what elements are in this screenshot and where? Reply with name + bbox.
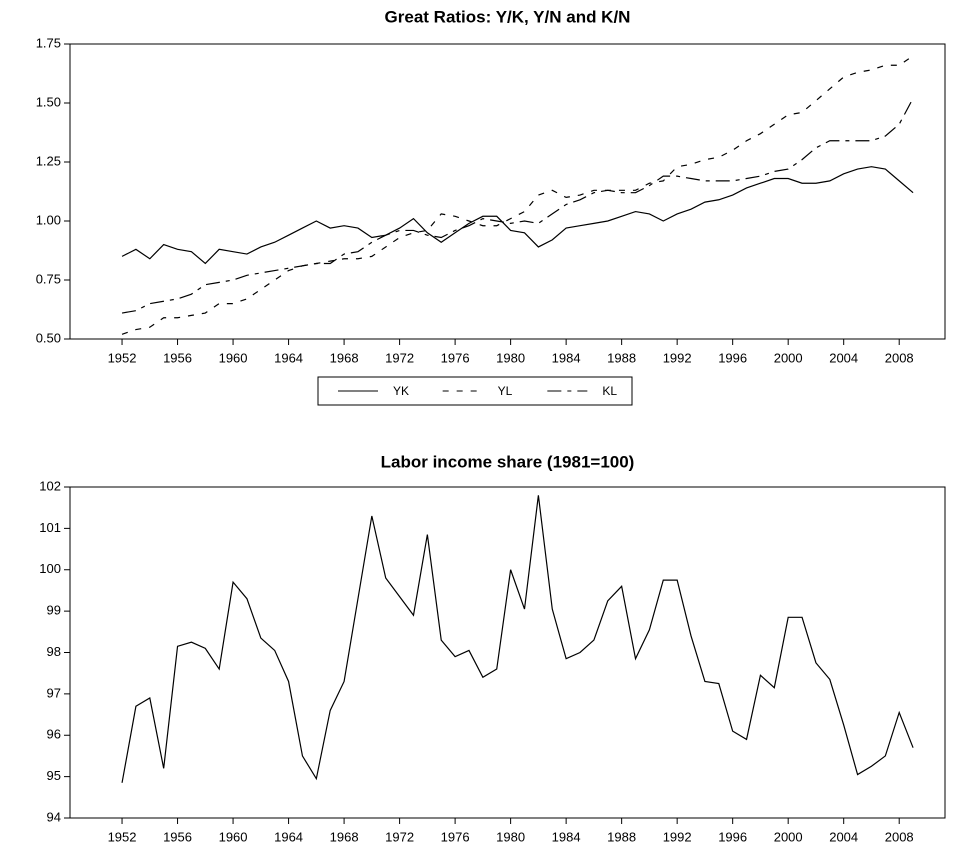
x-tick-label: 1972	[385, 350, 414, 365]
y-tick-label: 95	[47, 768, 61, 783]
x-tick-label: 1996	[718, 829, 747, 844]
y-tick-label: 94	[47, 809, 61, 824]
y-tick-label: 0.75	[36, 271, 61, 286]
chart-title: Great Ratios: Y/K, Y/N and K/N	[385, 7, 631, 26]
x-tick-label: 1980	[496, 829, 525, 844]
x-tick-label: 1980	[496, 350, 525, 365]
y-tick-label: 101	[39, 520, 61, 535]
y-tick-label: 1.00	[36, 212, 61, 227]
x-tick-label: 2000	[774, 829, 803, 844]
x-tick-label: 1960	[219, 829, 248, 844]
x-tick-label: 1976	[441, 350, 470, 365]
y-tick-label: 102	[39, 478, 61, 493]
x-tick-label: 2004	[829, 350, 858, 365]
x-tick-label: 1956	[163, 350, 192, 365]
x-tick-label: 2008	[885, 350, 914, 365]
x-tick-label: 1956	[163, 829, 192, 844]
y-tick-label: 1.25	[36, 153, 61, 168]
x-tick-label: 1960	[219, 350, 248, 365]
x-tick-label: 1992	[663, 350, 692, 365]
plot-frame	[69, 43, 946, 340]
x-tick-label: 1988	[607, 829, 636, 844]
chart-title: Labor income share (1981=100)	[381, 452, 635, 471]
data-line	[121, 97, 914, 314]
data-line	[121, 55, 914, 335]
x-tick-label: 1968	[330, 350, 359, 365]
y-tick-label: 100	[39, 561, 61, 576]
x-tick-label: 1972	[385, 829, 414, 844]
legend-label: YL	[498, 384, 513, 398]
legend-label: YK	[393, 384, 409, 398]
x-tick-label: 2008	[885, 829, 914, 844]
x-tick-label: 1988	[607, 350, 636, 365]
x-tick-label: 1952	[108, 829, 137, 844]
y-tick-label: 99	[47, 603, 61, 618]
x-tick-label: 1984	[552, 350, 581, 365]
x-tick-label: 2000	[774, 350, 803, 365]
y-tick-label: 0.50	[36, 330, 61, 345]
x-tick-label: 1996	[718, 350, 747, 365]
y-tick-label: 1.50	[36, 94, 61, 109]
data-line	[121, 495, 914, 783]
y-tick-label: 97	[47, 685, 61, 700]
plot-frame	[69, 486, 946, 819]
x-tick-label: 2004	[829, 829, 858, 844]
x-tick-label: 1992	[663, 829, 692, 844]
x-tick-label: 1984	[552, 829, 581, 844]
x-tick-label: 1976	[441, 829, 470, 844]
y-tick-label: 98	[47, 644, 61, 659]
y-tick-label: 96	[47, 727, 61, 742]
x-tick-label: 1968	[330, 829, 359, 844]
x-tick-label: 1964	[274, 829, 303, 844]
y-tick-label: 1.75	[36, 35, 61, 50]
data-line	[121, 166, 914, 265]
legend-label: KL	[602, 384, 617, 398]
x-tick-label: 1952	[108, 350, 137, 365]
x-tick-label: 1964	[274, 350, 303, 365]
